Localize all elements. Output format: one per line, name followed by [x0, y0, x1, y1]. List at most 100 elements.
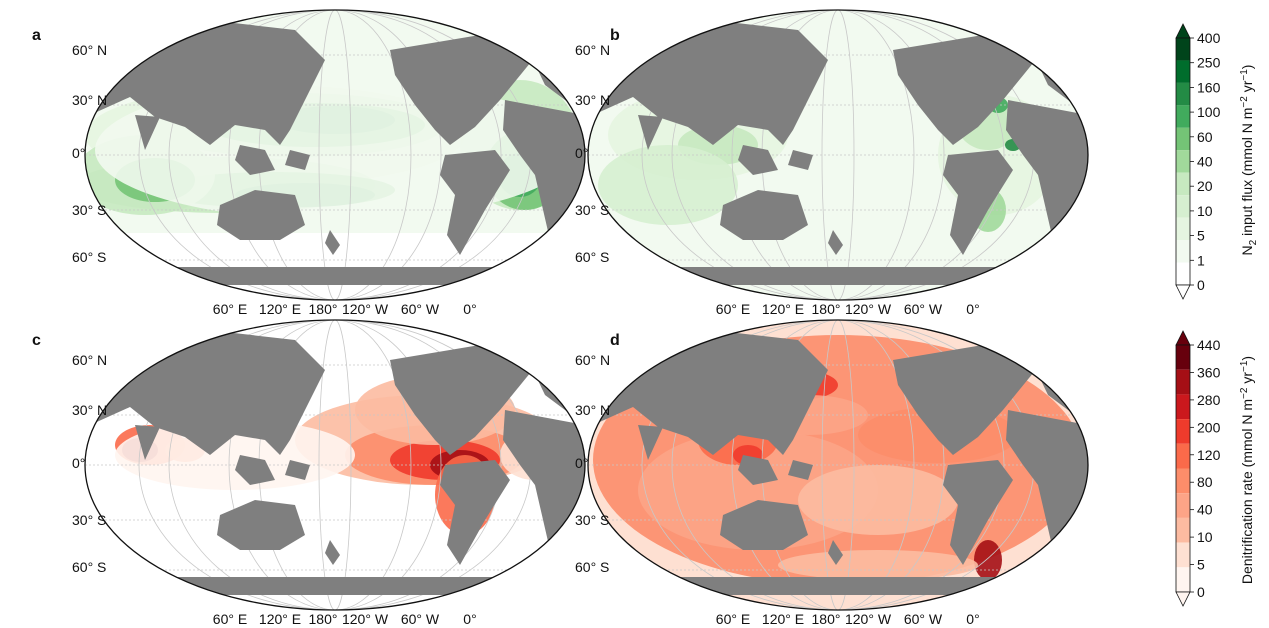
- ocean-layer: [85, 10, 585, 300]
- lon-label: 120° E: [762, 301, 804, 317]
- panel-label: d: [610, 332, 620, 349]
- colorbar-swatch: [1176, 127, 1190, 151]
- colorbar-tick-label: 440: [1197, 337, 1221, 353]
- lat-label: 30° N: [575, 92, 610, 108]
- colorbar-tick-label: 280: [1197, 392, 1221, 408]
- lat-label: 60° N: [72, 42, 107, 58]
- land-greenland: [1018, 330, 1063, 357]
- map-outline: [84, 319, 586, 611]
- land-india: [135, 425, 160, 460]
- lat-label: 0°: [575, 455, 588, 471]
- colorbar-tick-label: 0: [1197, 584, 1205, 600]
- colorbar-tick-label: 100: [1197, 104, 1221, 120]
- colorbar-tick-label: 160: [1197, 79, 1221, 95]
- land-namerica: [893, 30, 1038, 145]
- map-panel-d: d60° N 30° N 0° 30° S 60° S 60° E 120° E 180° 12…: [575, 319, 1089, 627]
- colorbar-tick-label: 40: [1197, 154, 1213, 170]
- lat-label: 30° S: [575, 512, 609, 528]
- panel-label: c: [32, 332, 41, 349]
- lon-label: 180°: [812, 611, 841, 627]
- land-antarctica: [593, 577, 1088, 595]
- land-seasia: [738, 145, 813, 175]
- land-nz: [325, 230, 340, 255]
- colorbar-tick-label: 1: [1197, 252, 1205, 268]
- colorbar-swatch: [1176, 82, 1190, 106]
- map-outline: [587, 319, 1089, 611]
- lat-label: 30° N: [575, 402, 610, 418]
- colorbar-tick-label: 10: [1197, 529, 1213, 545]
- colorbar-title: Denitrification rate (mmol N m−2 yr−1): [1239, 356, 1255, 584]
- lat-label: 30° S: [72, 202, 106, 218]
- lon-label: 0°: [966, 301, 979, 317]
- colorbar-tick-label: 40: [1197, 502, 1213, 518]
- ocean-value-region: [778, 550, 978, 580]
- colorbar-extend-bottom: [1175, 284, 1191, 300]
- lon-label: 60° E: [716, 301, 750, 317]
- lon-label: 60° W: [401, 301, 440, 317]
- lon-label: 120° W: [845, 611, 892, 627]
- colorbar-swatch: [1176, 493, 1190, 518]
- lon-label: 180°: [812, 301, 841, 317]
- colorbar-tick-label: 360: [1197, 364, 1221, 380]
- land-antarctica: [90, 577, 585, 595]
- colorbar-title: N2 input flux (mmol N m−2 yr−1): [1239, 65, 1259, 256]
- panel-label: b: [610, 27, 620, 44]
- colorbar-tick-label: 0: [1197, 277, 1205, 293]
- lon-label: 60° E: [716, 611, 750, 627]
- lon-label: 120° W: [342, 611, 389, 627]
- lat-label: 30° N: [72, 92, 107, 108]
- ocean-value-region: [798, 465, 958, 535]
- lon-label: 60° E: [213, 611, 247, 627]
- lat-label: 60° S: [72, 559, 106, 575]
- land-greenland: [1018, 20, 1063, 47]
- colorbar-tick-label: 400: [1197, 30, 1221, 46]
- colorbar-swatch: [1176, 517, 1190, 543]
- colorbar-swatch: [1176, 443, 1190, 469]
- colorbar-tick-label: 10: [1197, 203, 1213, 219]
- colorbar-swatch: [1176, 567, 1190, 592]
- ocean-value-region: [598, 145, 738, 225]
- land-greenland: [515, 330, 560, 357]
- colorbar-denitrification: 440 360 280 200 120 80 40 10 5 0 Denitrification r…: [1175, 330, 1255, 607]
- ocean-layer: [588, 10, 1088, 300]
- lat-label: 0°: [575, 145, 588, 161]
- lat-label: 60° S: [72, 249, 106, 265]
- colorbar-tick-label: 5: [1197, 557, 1205, 573]
- land-antarctica: [90, 267, 585, 285]
- land-namerica: [893, 340, 1038, 455]
- colorbar-swatch: [1176, 468, 1190, 494]
- lon-label: 120° E: [762, 611, 804, 627]
- lon-label: 120° E: [259, 611, 301, 627]
- lat-label: 60° N: [575, 42, 610, 58]
- lon-label: 60° E: [213, 301, 247, 317]
- ocean-layer: [85, 320, 585, 610]
- land-australia: [217, 500, 305, 550]
- colorbar-swatch: [1176, 369, 1190, 395]
- panel-label: a: [32, 27, 41, 44]
- land-greenland: [515, 20, 560, 47]
- land-samerica: [943, 460, 1013, 565]
- lat-label: 30° N: [72, 402, 107, 418]
- map-panel-b: b60° N 30° N 0° 30° S 60° S 60° E 120° E 180° 12…: [575, 9, 1089, 317]
- lon-label: 60° W: [904, 301, 943, 317]
- lon-label: 120° E: [259, 301, 301, 317]
- colorbar-tick-label: 20: [1197, 178, 1213, 194]
- land-seasia: [738, 455, 813, 485]
- colorbar-tick-label: 80: [1197, 474, 1213, 490]
- colorbar-swatch: [1176, 38, 1190, 61]
- colorbar-swatch: [1176, 195, 1190, 218]
- land-samerica: [440, 460, 510, 565]
- colorbar-extend-top: [1175, 330, 1191, 346]
- ocean-value-region: [974, 540, 1002, 580]
- colorbar-swatch: [1176, 172, 1190, 196]
- lon-label: 180°: [309, 301, 338, 317]
- lat-label: 60° S: [575, 559, 609, 575]
- land-india: [638, 115, 663, 150]
- colorbar-swatch: [1176, 150, 1190, 173]
- lon-label: 120° W: [342, 301, 389, 317]
- colorbar-extend-bottom: [1175, 591, 1191, 607]
- colorbar-swatch: [1176, 419, 1190, 444]
- lon-label: 0°: [463, 301, 476, 317]
